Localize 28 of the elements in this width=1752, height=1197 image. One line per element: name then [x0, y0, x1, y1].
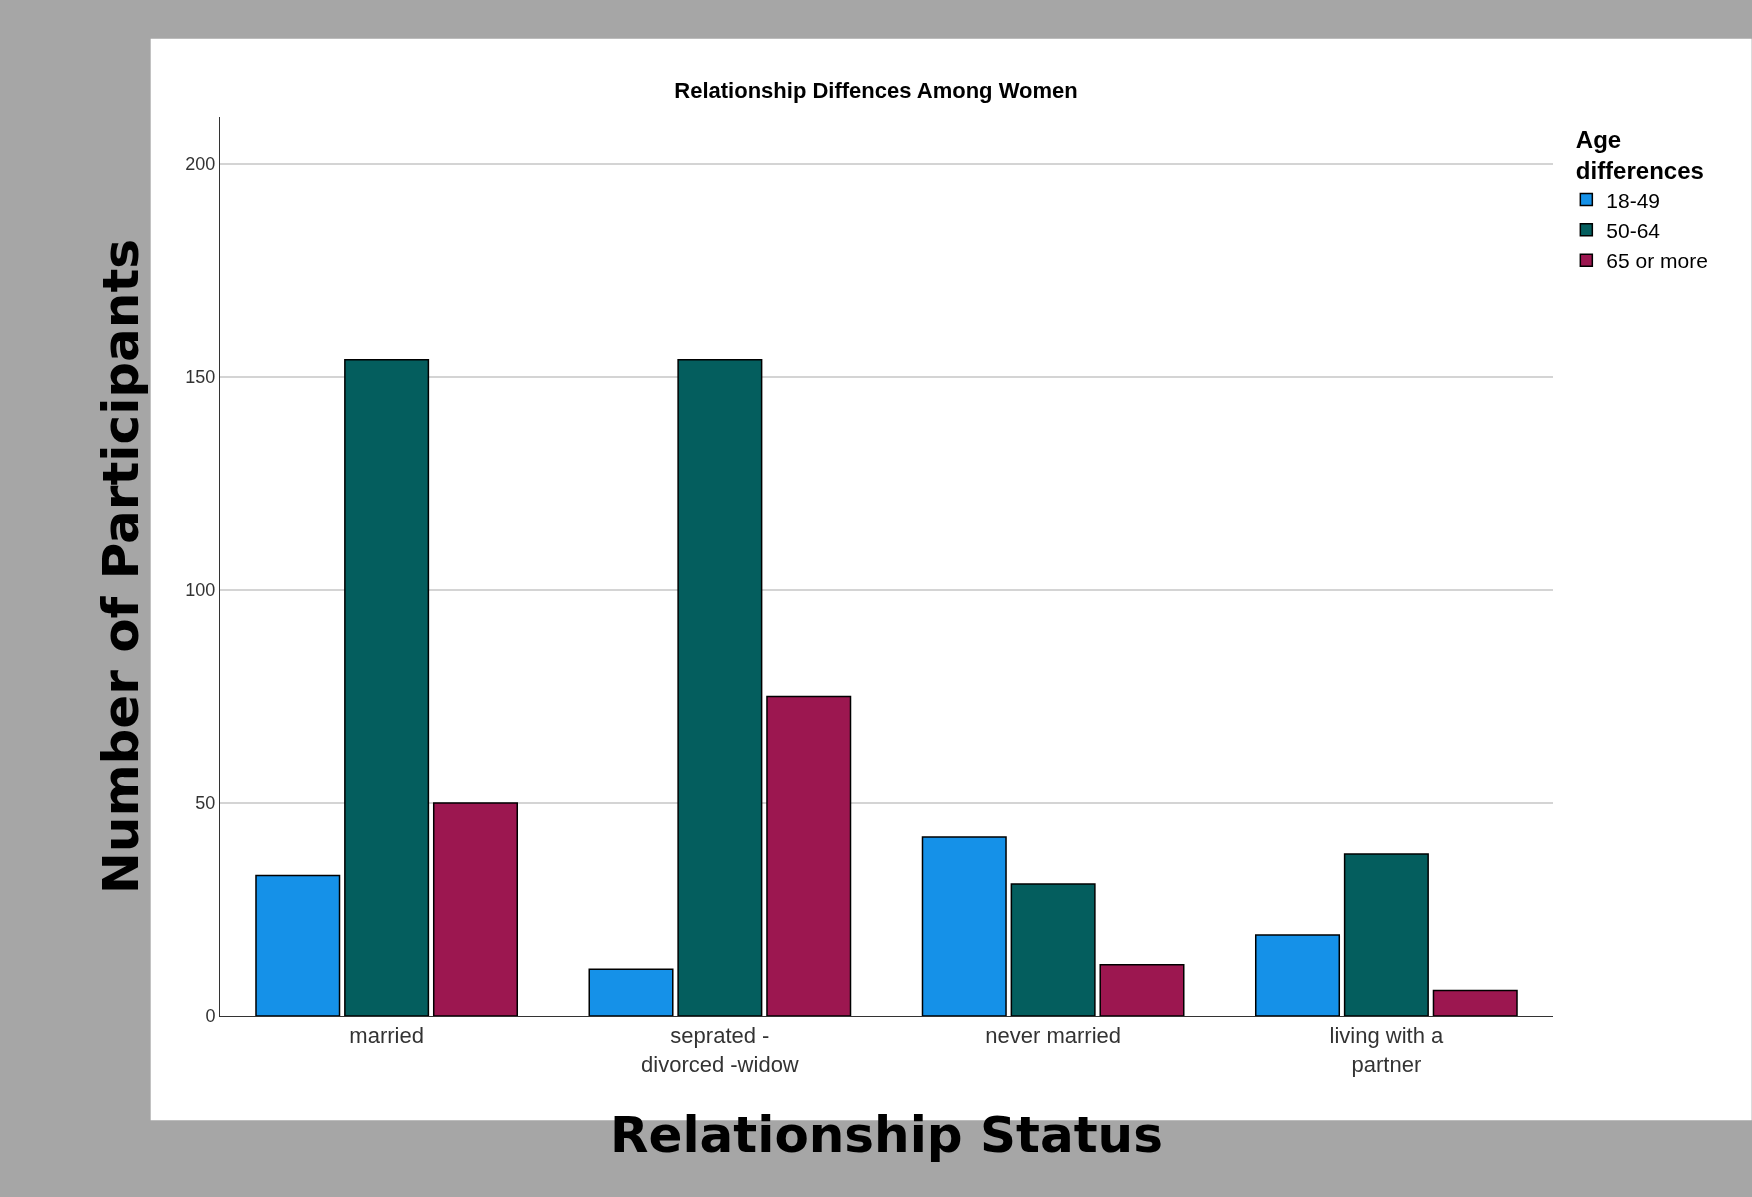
- x-axis-title: Relationship Status: [610, 1105, 1163, 1164]
- x-tick-label: married: [349, 1023, 424, 1049]
- legend-title: Age differences: [1575, 126, 1704, 185]
- bar: [1432, 989, 1518, 1016]
- legend-label: 50-64: [1606, 219, 1661, 243]
- bar: [1343, 853, 1429, 1016]
- bar: [1254, 934, 1341, 1016]
- x-tick-label: living with a partner: [1329, 1023, 1444, 1077]
- y-tick-label: 150: [185, 367, 216, 388]
- y-axis-title: Number of Participants: [92, 238, 151, 895]
- bar: [344, 359, 430, 1016]
- y-tick-label: 100: [185, 580, 216, 601]
- legend-label: 65 or more: [1606, 249, 1708, 273]
- y-tick-label: 50: [195, 793, 216, 814]
- bar: [432, 802, 519, 1016]
- y-tick-label: 200: [185, 154, 216, 175]
- bar: [677, 359, 763, 1016]
- bar: [255, 874, 341, 1016]
- chart-title: Relationship Diffences Among Women: [674, 77, 1078, 103]
- bar: [1010, 883, 1096, 1016]
- bar: [1099, 964, 1185, 1016]
- x-tick-label: seprated - divorced -widow: [641, 1023, 799, 1077]
- bar: [588, 968, 674, 1016]
- y-tick-label: 0: [205, 1006, 216, 1027]
- bar: [766, 695, 852, 1016]
- legend-label: 18-49: [1606, 188, 1661, 212]
- x-tick-label: never married: [985, 1023, 1121, 1049]
- bar: [921, 836, 1007, 1016]
